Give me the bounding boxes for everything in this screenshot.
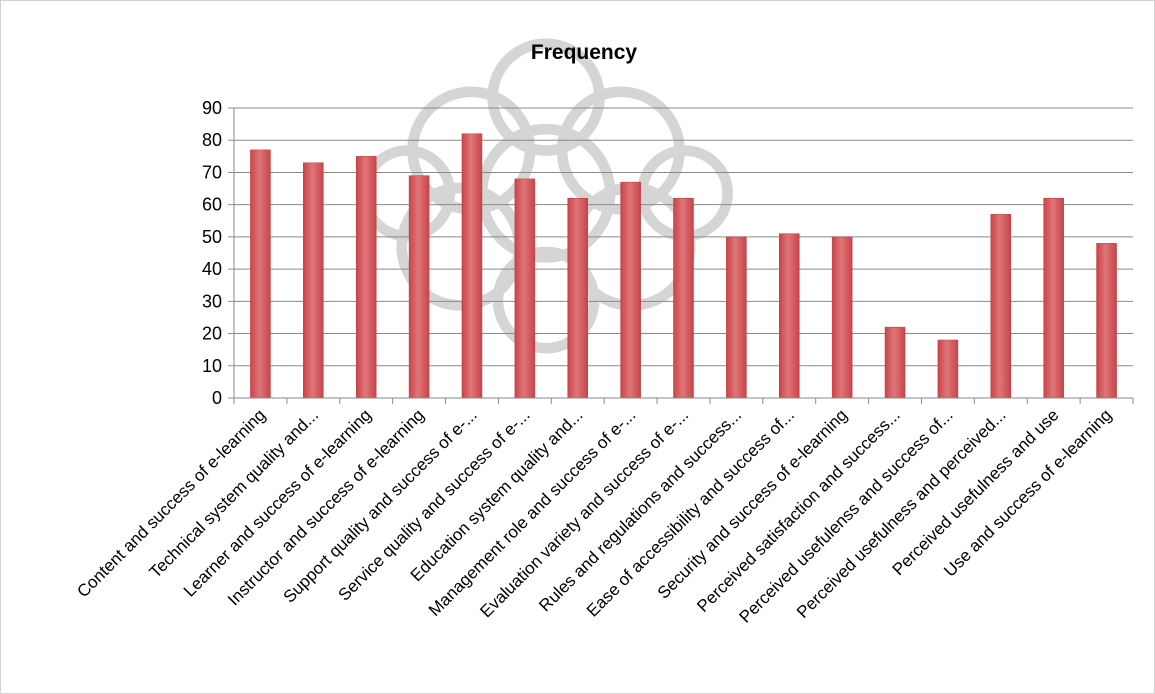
y-tick-label: 10 <box>202 356 222 376</box>
y-tick-label: 90 <box>202 98 222 118</box>
x-tick-label: Instructor and success of e-learning <box>224 405 428 609</box>
x-tick-label: Support quality and success of e-... <box>280 405 481 606</box>
y-tick-label: 80 <box>202 130 222 150</box>
bar <box>567 197 588 399</box>
y-tick-label: 50 <box>202 227 222 247</box>
bar <box>673 197 694 399</box>
bar <box>303 162 324 399</box>
bar <box>461 133 483 399</box>
bar <box>250 149 271 399</box>
x-tick-label: Learner and success of e-learning <box>180 405 375 600</box>
bar <box>514 178 536 399</box>
bar <box>408 175 430 399</box>
y-tick-label: 0 <box>212 388 222 408</box>
bar <box>726 236 747 399</box>
bar <box>831 236 853 399</box>
chart-title: Frequency <box>531 41 638 64</box>
x-tick-label: Content and success of e-learning <box>73 405 269 601</box>
y-tick-label: 30 <box>202 291 222 311</box>
bar <box>1096 243 1117 399</box>
bar <box>355 156 377 399</box>
x-tick-label: Service quality and success of e-... <box>334 405 533 604</box>
bar <box>990 214 1012 399</box>
bar <box>620 181 641 399</box>
bar <box>937 339 959 399</box>
bar <box>884 326 906 399</box>
bar <box>779 233 800 399</box>
x-tick-label: Security and success of e-learning <box>654 405 851 602</box>
bar <box>1043 197 1064 399</box>
y-tick-label: 20 <box>202 324 222 344</box>
y-tick-label: 60 <box>202 195 222 215</box>
y-tick-label: 70 <box>202 162 222 182</box>
y-tick-label: 40 <box>202 259 222 279</box>
